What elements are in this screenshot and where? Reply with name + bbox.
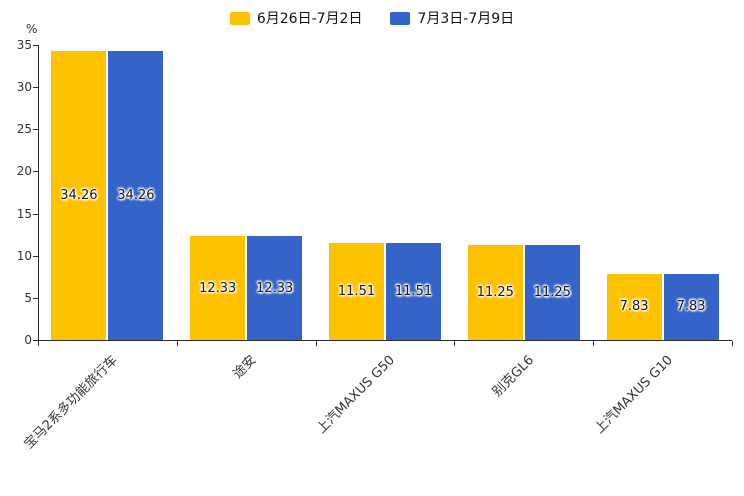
bar-series-2: 7.83: [663, 274, 719, 340]
y-tick-label: 20: [16, 164, 32, 179]
legend-label-series-1: 6月26日-7月2日: [256, 11, 363, 27]
y-axis-unit-label: %: [26, 22, 38, 36]
bar-series-1: 11.51: [329, 242, 384, 340]
y-tick-label: 30: [16, 80, 32, 95]
x-tick-mark: [454, 341, 456, 346]
bar-value-label: 7.83: [619, 299, 649, 315]
bar-value-label: 11.51: [337, 283, 376, 299]
y-tick-mark: [33, 129, 38, 131]
bar-value-label: 34.26: [60, 188, 98, 204]
bar-value-label: 12.33: [256, 280, 294, 296]
legend-swatch-yellow-icon: [229, 11, 250, 25]
x-category-label: 上汽MAXUS G10: [592, 352, 677, 437]
legend-item-series-2[interactable]: 7月3日-7月9日: [390, 8, 514, 28]
bar-value-label: 12.33: [199, 280, 237, 296]
y-tick-mark: [33, 45, 38, 46]
y-axis-line: [38, 45, 39, 341]
legend-swatch-blue-icon: [390, 11, 411, 25]
legend-label-series-2: 7月3日-7月9日: [417, 11, 515, 27]
bar-series-2: 12.33: [247, 236, 303, 340]
y-tick-label: 35: [16, 38, 32, 52]
bar-value-label: 11.51: [394, 283, 433, 299]
y-tick-mark: [33, 171, 38, 173]
x-tick-mark: [732, 341, 733, 346]
bar-series-1: 11.25: [467, 245, 523, 340]
bar-value-label: 11.25: [476, 285, 514, 301]
bar-value-label: 7.83: [676, 299, 706, 315]
legend: 6月26日-7月2日 7月3日-7月9日: [0, 8, 744, 28]
x-category-label: 别克GL6: [490, 352, 538, 400]
y-tick-mark: [33, 297, 38, 299]
y-tick-mark: [33, 87, 38, 89]
y-tick-mark: [33, 340, 38, 341]
x-tick-mark: [315, 341, 317, 346]
bar-series-1: 7.83: [606, 274, 662, 340]
legend-item-series-1[interactable]: 6月26日-7月2日: [229, 8, 363, 28]
y-tick-label: 5: [24, 290, 32, 305]
x-category-label: 途安: [230, 352, 260, 382]
y-tick-label: 10: [16, 248, 32, 263]
bar-value-label: 11.25: [533, 285, 571, 301]
x-tick-mark: [38, 341, 39, 346]
y-tick-label: 15: [16, 206, 32, 221]
x-tick-mark: [176, 341, 178, 346]
x-category-label: 上汽MAXUS G50: [314, 352, 399, 437]
y-tick-label: 25: [16, 122, 32, 137]
bar-series-2: 11.51: [386, 242, 441, 340]
y-tick-mark: [33, 213, 38, 215]
bar-value-label: 34.26: [117, 188, 155, 204]
bar-series-1: 12.33: [190, 236, 246, 340]
y-tick-mark: [33, 255, 38, 257]
bar-series-2: 34.26: [108, 51, 164, 340]
x-category-label: 宝马2系多功能旅行车: [21, 352, 121, 453]
y-tick-label: 0: [24, 333, 32, 347]
x-axis-line: [38, 340, 732, 341]
bar-series-2: 11.25: [524, 245, 580, 340]
bar-series-1: 34.26: [51, 51, 107, 340]
x-tick-mark: [593, 341, 595, 346]
